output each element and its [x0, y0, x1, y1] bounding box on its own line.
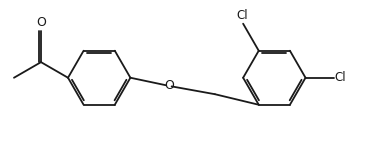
- Text: O: O: [36, 16, 46, 29]
- Text: Cl: Cl: [236, 9, 248, 22]
- Text: Cl: Cl: [334, 71, 346, 84]
- Text: O: O: [164, 79, 174, 92]
